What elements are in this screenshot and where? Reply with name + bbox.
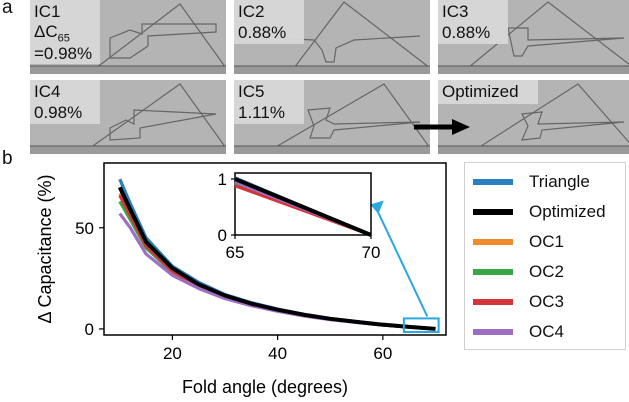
legend-label: Triangle (529, 172, 590, 191)
legend-entry: Optimized (473, 199, 606, 225)
legend-label: OC3 (529, 292, 564, 311)
design-tile: IC3 0.88% (438, 0, 629, 74)
x-tick-label: 60 (373, 344, 392, 363)
y-tick-label: 50 (75, 219, 94, 238)
design-tile: IC1 ΔC65 =0.98% (30, 0, 226, 74)
tile-value: 0.98% (34, 103, 83, 122)
tile-value: 1.11% (238, 103, 285, 122)
legend-swatch (473, 179, 513, 185)
tile-name: IC4 (34, 82, 61, 101)
zoom-region-box (402, 317, 440, 333)
x-axis-label: Fold angle (degrees) (182, 377, 348, 397)
tile-label-box (30, 80, 100, 124)
legend-entry: OC4 (473, 319, 564, 345)
legend-swatch (473, 209, 513, 215)
panel-b-letter: b (2, 148, 13, 169)
zoom-arrow-head (370, 200, 384, 214)
inset-x-tick-label: 65 (226, 243, 245, 262)
inset-series-line-optimized (234, 177, 372, 237)
x-tick-label: 40 (268, 344, 287, 363)
delta-subscript: 65 (57, 32, 70, 45)
plot-frame (103, 162, 447, 336)
legend-label: OC4 (529, 322, 564, 341)
panel-a-letter: a (2, 0, 13, 18)
inset-y-tick-label: 0 (218, 226, 227, 245)
legend-label: OC2 (529, 262, 564, 281)
tile-name: Optimized (442, 82, 519, 101)
x-tick-label: 20 (163, 344, 182, 363)
fold-shape-outline (438, 83, 629, 154)
legend-entry: Triangle (473, 169, 590, 195)
tile-name: IC5 (238, 82, 265, 101)
fold-shape-outline (30, 83, 226, 154)
delta-symbol: ΔC (34, 22, 58, 41)
design-tile: IC2 0.88% (234, 0, 430, 74)
zoom-arrow-line (377, 211, 429, 317)
legend-swatch (473, 239, 513, 245)
design-tile: IC5 1.11% (234, 80, 430, 154)
legend-swatch (473, 329, 513, 335)
tile-label-box (234, 80, 304, 124)
tile-value: 0.88% (442, 23, 491, 42)
series-line-optimized (117, 186, 436, 331)
tile-name: IC2 (238, 2, 265, 21)
legend-label: Optimized (529, 202, 606, 221)
fold-shape-outline (30, 3, 226, 74)
y-tick-label: 0 (85, 320, 94, 339)
tile-value: =0.98% (34, 44, 93, 63)
tile-label-box (438, 0, 508, 44)
legend-swatch (473, 269, 513, 275)
tile-name: IC3 (442, 2, 469, 21)
arrow-icon (414, 119, 470, 135)
inset-x-tick-label: 70 (362, 243, 381, 262)
fold-shape-outline (438, 1, 629, 74)
tile-label-box (438, 80, 538, 104)
tile-label-box (234, 0, 304, 44)
tile-name: IC1 (34, 2, 61, 21)
inset-y-tick-label: 1 (218, 170, 227, 189)
design-tile: IC4 0.98% (30, 80, 226, 154)
fold-shape-outline (234, 1, 430, 74)
tile-delta-label: ΔC65 (34, 22, 70, 48)
legend-entry: OC2 (473, 259, 564, 285)
legend-entry: OC1 (473, 229, 564, 255)
legend-label: OC1 (529, 232, 564, 251)
tile-value: 0.88% (238, 23, 287, 42)
design-tile: Optimized (438, 80, 629, 154)
legend-entry: OC3 (473, 289, 564, 315)
chart-legend: Triangle Optimized OC1 OC2 OC3 OC4 (464, 162, 626, 350)
y-axis-label: Δ Capacitance (%) (35, 174, 55, 323)
legend-swatch (473, 299, 513, 305)
tile-label-box (30, 0, 100, 64)
